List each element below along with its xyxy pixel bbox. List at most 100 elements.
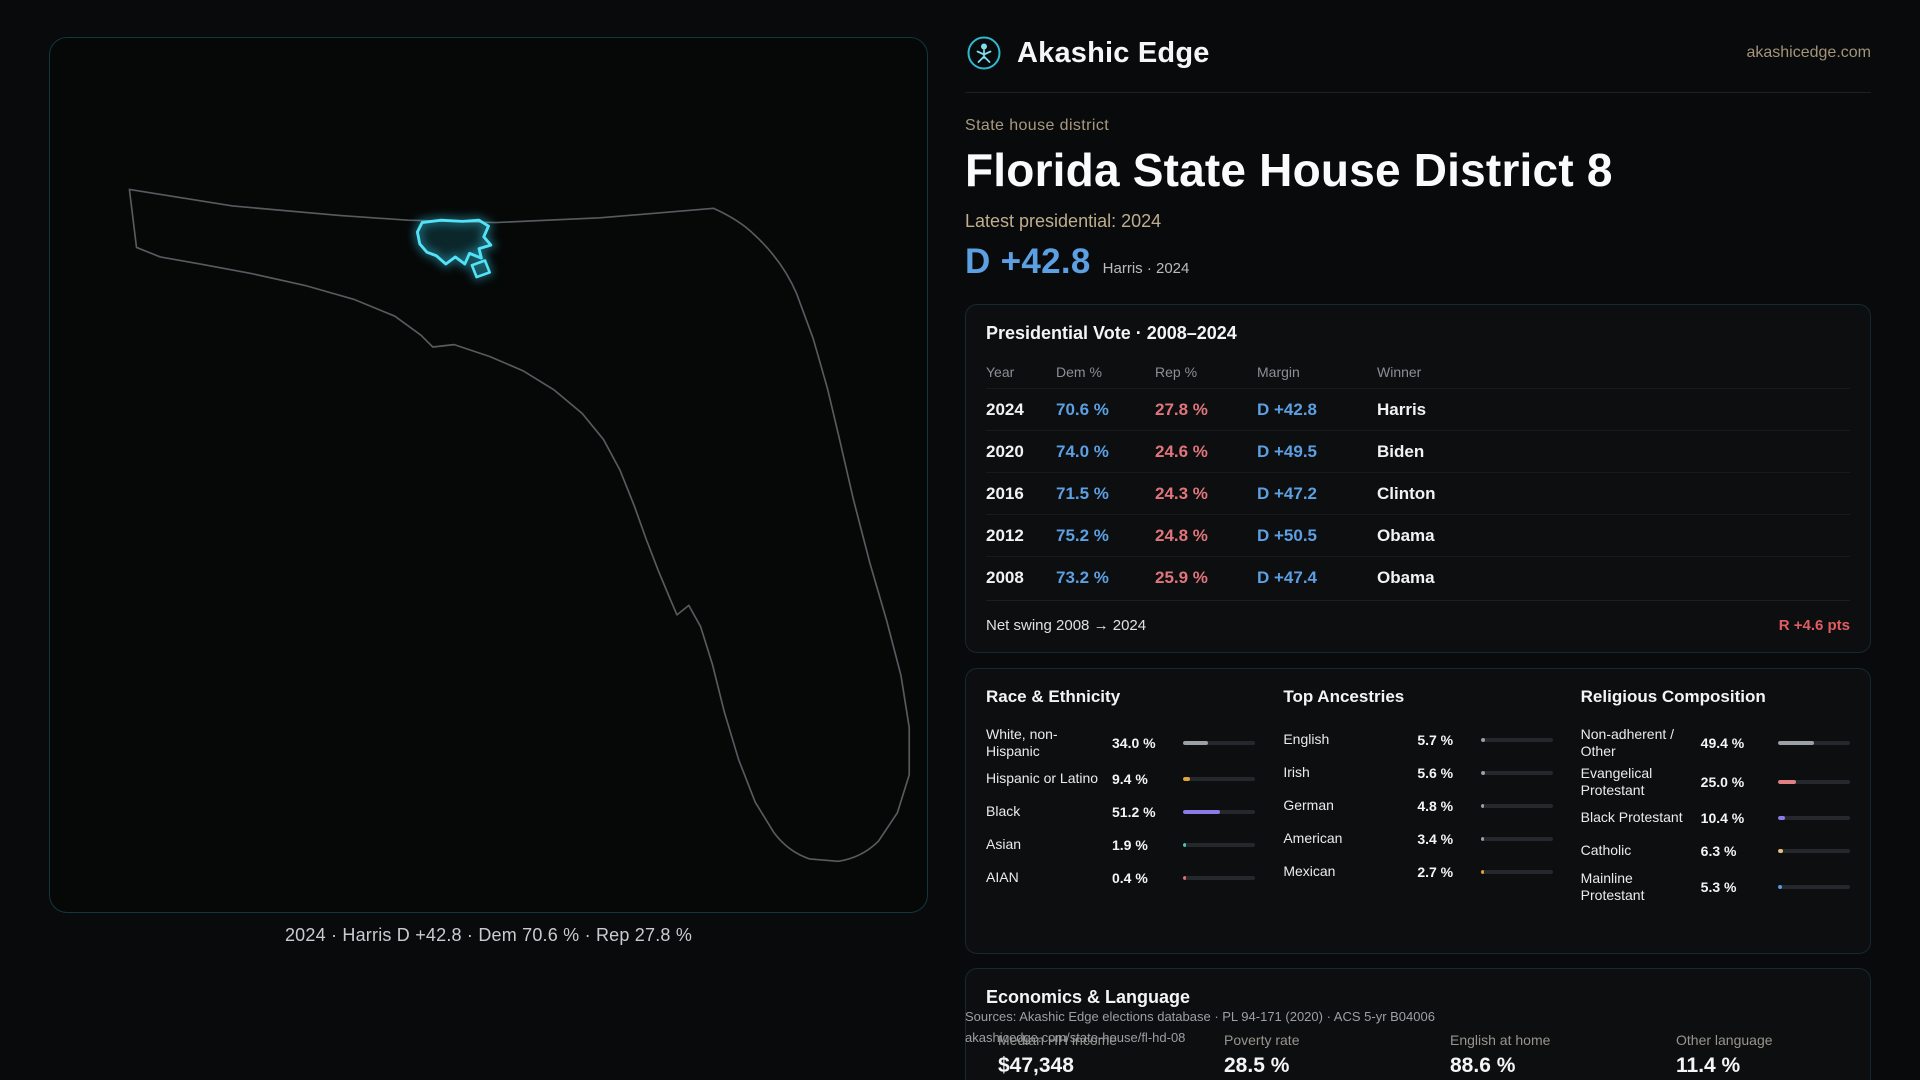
stat-value: $47,348 [998, 1054, 1074, 1077]
stat-value: 28.5 % [1224, 1054, 1290, 1077]
demo-bar [1183, 875, 1256, 880]
winner-cell: Clinton [1377, 483, 1436, 503]
demo-value: 49.4 % [1700, 734, 1745, 751]
col-winner: Winner [1377, 364, 1422, 380]
demo-bar [1778, 884, 1850, 889]
rep-cell: 27.8 % [1155, 399, 1208, 419]
demo-bar [1480, 869, 1553, 874]
demo-bar [1480, 836, 1553, 841]
demo-label: Hispanic or Latino [986, 770, 1099, 787]
demo-label: Mexican [1283, 863, 1336, 880]
demo-value: 1.9 % [1112, 836, 1148, 853]
sources-line: Sources: Akashic Edge elections database… [965, 1009, 1435, 1024]
demo-value: 25.0 % [1700, 773, 1745, 790]
demo-label: White, non-Hispanic [986, 726, 1058, 759]
demo-label: Irish [1283, 764, 1310, 781]
demo-bar [1778, 740, 1850, 745]
florida-map [128, 188, 911, 863]
demo-label: English [1283, 731, 1330, 748]
demo-bar [1480, 737, 1553, 742]
demo-bar [1183, 776, 1256, 781]
demo-label: Black [986, 803, 1021, 820]
demo-value: 5.3 % [1700, 878, 1737, 895]
winner-cell: Harris [1377, 399, 1427, 419]
col-year: Year [986, 364, 1015, 380]
winner-cell: Obama [1377, 525, 1435, 545]
demo-row: Mainline Protestant 5.3 % [1581, 867, 1850, 906]
demo-value: 5.7 % [1417, 731, 1454, 748]
stat-value: 88.6 % [1450, 1054, 1516, 1077]
site-domain-link[interactable]: akashicedge.com [1746, 44, 1871, 61]
net-swing-value: R +4.6 pts [1778, 617, 1850, 634]
demo-label: Evangelical Protestant [1580, 765, 1653, 798]
stat-value: 11.4 % [1676, 1054, 1741, 1077]
vote-table: Year Dem % Rep % Margin Winner 2024 70.6… [986, 356, 1850, 634]
table-row: 2020 74.0 % 24.6 % D +49.5 Biden [986, 430, 1850, 472]
winner-cell: Biden [1377, 441, 1425, 461]
demo-label: American [1283, 830, 1343, 847]
demo-bar [1183, 809, 1256, 814]
economics-panel: Economics & Language Median HH income $4… [965, 968, 1871, 1080]
margin-cell: D +49.5 [1257, 441, 1318, 461]
demo-value: 6.3 % [1700, 842, 1737, 859]
rep-cell: 24.8 % [1155, 525, 1208, 545]
stat-median-income: Median HH income $47,348 [998, 1032, 1224, 1078]
demo-value: 5.6 % [1417, 764, 1454, 781]
table-row: 2012 75.2 % 24.8 % D +50.5 Obama [986, 514, 1850, 556]
demo-row: AIAN 0.4 % [986, 861, 1256, 894]
demo-value: 34.0 % [1112, 734, 1156, 751]
map-caption: 2024 · Harris D +42.8 · Dem 70.6 % · Rep… [284, 925, 693, 945]
sources-footer: Sources: Akashic Edge elections database… [965, 1006, 1435, 1048]
eyebrow-label: State house district [965, 117, 1110, 134]
demo-label: German [1283, 797, 1334, 814]
demo-row: German 4.8 % [1283, 789, 1553, 822]
stat-label: Median HH income [998, 1032, 1118, 1048]
year-cell: 2016 [986, 483, 1024, 503]
stat-english-at-home: English at home 88.6 % [1450, 1032, 1676, 1078]
header-bar: Akashic Edge akashicedge.com [965, 30, 1871, 93]
table-row: 2024 70.6 % 27.8 % D +42.8 Harris [986, 388, 1850, 430]
dem-cell: 70.6 % [1056, 399, 1109, 419]
presidential-panel-title: Presidential Vote · 2008–2024 [986, 323, 1237, 343]
demo-row: Black Protestant 10.4 % [1581, 801, 1850, 834]
demo-value: 3.4 % [1417, 830, 1454, 847]
brand-name: Akashic Edge [1017, 36, 1210, 69]
demo-label: Catholic [1580, 842, 1632, 859]
stat-label: English at home [1450, 1032, 1551, 1048]
economics-panel-title: Economics & Language [986, 987, 1191, 1007]
ancestries-section: Top Ancestries English 5.7 % Irish 5.6 %… [1283, 687, 1553, 906]
demo-row: American 3.4 % [1283, 822, 1553, 855]
dem-cell: 75.2 % [1056, 525, 1109, 545]
rep-cell: 25.9 % [1155, 567, 1208, 587]
demo-row: Mexican 2.7 % [1283, 855, 1553, 888]
stat-label: Poverty rate [1224, 1032, 1300, 1048]
demo-value: 9.4 % [1112, 770, 1148, 787]
permalink-link[interactable]: akashicedge.com/state-house/fl-hd-08 [965, 1030, 1186, 1045]
demo-value: 10.4 % [1700, 809, 1745, 826]
demographics-panel: Race & Ethnicity White, non-Hispanic 34.… [965, 668, 1871, 954]
stat-other-language: Other language 11.4 % [1676, 1032, 1902, 1078]
demo-bar [1183, 740, 1256, 745]
col-dem: Dem % [1056, 364, 1102, 380]
latest-presidential-label: Latest presidential: 2024 [965, 211, 1162, 231]
religion-section: Religious Composition Non-adherent / Oth… [1581, 687, 1850, 906]
demo-row: Asian 1.9 % [986, 828, 1256, 861]
demo-row: Evangelical Protestant 25.0 % [1581, 762, 1850, 801]
year-cell: 2008 [986, 567, 1024, 587]
demo-value: 0.4 % [1112, 869, 1148, 886]
demo-bar [1778, 815, 1850, 820]
year-cell: 2024 [986, 399, 1024, 419]
margin-context: Harris · 2024 [1102, 260, 1190, 277]
demo-bar [1183, 842, 1256, 847]
margin-cell: D +47.4 [1257, 567, 1318, 587]
net-swing-label: Net swing 2008 → 2024 [986, 617, 1147, 634]
col-rep: Rep % [1155, 364, 1198, 380]
year-cell: 2012 [986, 525, 1024, 545]
brand-logo-icon [965, 34, 1003, 72]
table-row: 2016 71.5 % 24.3 % D +47.2 Clinton [986, 472, 1850, 514]
presidential-panel: Presidential Vote · 2008–2024 Year Dem %… [965, 304, 1871, 653]
rep-cell: 24.6 % [1155, 441, 1208, 461]
ancestries-section-title: Top Ancestries [1283, 687, 1405, 706]
demo-bar [1778, 848, 1850, 853]
demo-value: 4.8 % [1417, 797, 1454, 814]
